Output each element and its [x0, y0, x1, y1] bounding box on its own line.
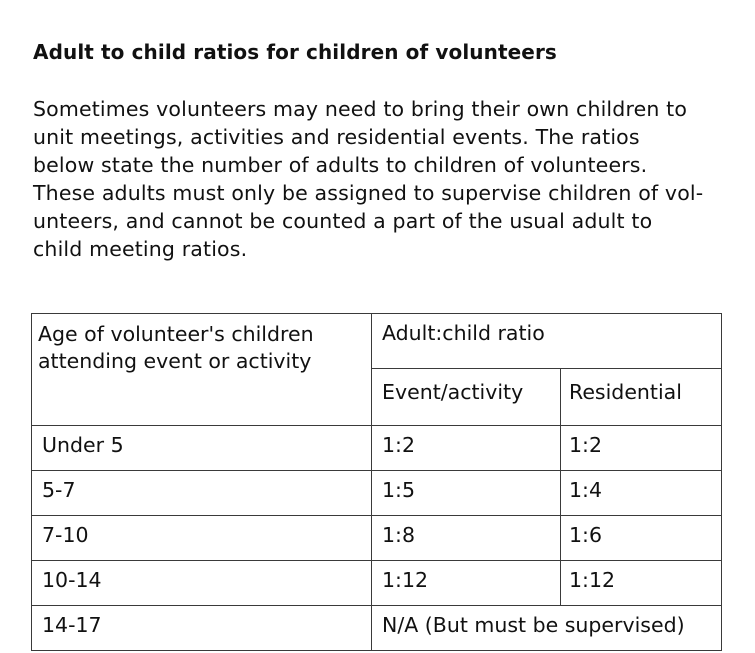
age-cell: Under 5 [31, 425, 372, 471]
age-column-header: Age of volunteer's children attending ev… [31, 313, 372, 426]
merged-ratio-cell: N/A (But must be supervised) [370, 605, 723, 651]
table-row: 10-14 1:12 1:12 [31, 560, 723, 606]
paragraph-line: unit meetings, activities and residentia… [33, 125, 640, 149]
ratio-group-header: Adult:child ratio [370, 312, 723, 370]
residential-ratio-cell: 1:12 [559, 560, 723, 606]
ratio-table: Age of volunteer's children attending ev… [31, 312, 723, 651]
residential-ratio-cell: 1:2 [559, 425, 723, 471]
paragraph-line: unteers, and cannot be counted a part of… [33, 209, 653, 233]
table-row: 5-7 1:5 1:4 [31, 470, 723, 516]
age-cell: 5-7 [31, 470, 372, 516]
intro-paragraph: Sometimes volunteers may need to bring t… [33, 95, 733, 263]
paragraph-line: These adults must only be assigned to su… [33, 181, 704, 205]
age-cell: 7-10 [31, 515, 372, 561]
event-ratio-cell: 1:8 [371, 515, 561, 561]
table-row: 7-10 1:8 1:6 [31, 515, 723, 561]
residential-ratio-cell: 1:4 [559, 470, 723, 516]
age-cell: 14-17 [31, 605, 372, 651]
table-row: Under 5 1:2 1:2 [31, 425, 723, 471]
event-column-header: Event/activity [371, 368, 561, 426]
table-row: 14-17 N/A (But must be supervised) [31, 605, 723, 651]
event-ratio-cell: 1:12 [371, 560, 561, 606]
faded-footer-text [0, 622, 755, 653]
age-header-line: Age of volunteer's children [38, 322, 314, 346]
event-ratio-cell: 1:5 [371, 470, 561, 516]
age-cell: 10-14 [31, 560, 372, 606]
residential-ratio-cell: 1:6 [559, 515, 723, 561]
page-heading: Adult to child ratios for children of vo… [33, 40, 557, 64]
paragraph-line: Sometimes volunteers may need to bring t… [33, 97, 688, 121]
residential-column-header: Residential [559, 368, 723, 426]
paragraph-line: child meeting ratios. [33, 237, 248, 261]
paragraph-line: below state the number of adults to chil… [33, 153, 648, 177]
age-header-line: attending event or activity [38, 349, 312, 373]
event-ratio-cell: 1:2 [371, 425, 561, 471]
